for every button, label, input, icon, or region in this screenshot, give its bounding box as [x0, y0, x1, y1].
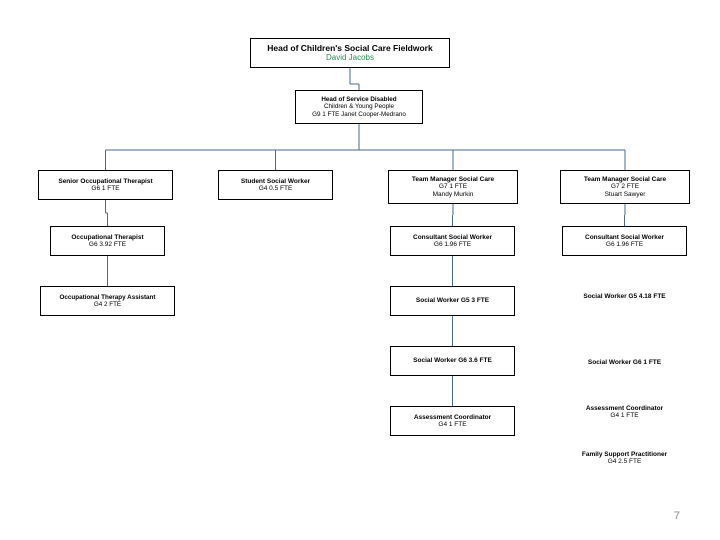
node-line: G4 1 FTE	[438, 421, 466, 428]
node-title: Social Worker G6 1 FTE	[588, 359, 661, 366]
node-line: Mandy Murkin	[433, 191, 474, 198]
node-line: G4 1 FTE	[610, 412, 638, 419]
node-c1a: Occupational TherapistG6 3.92 FTE	[50, 226, 165, 256]
node-c3b: Social Worker G5 3 FTE	[390, 286, 515, 316]
page-number: 7	[674, 510, 680, 522]
node-title: Consultant Social Worker	[413, 234, 492, 241]
node-title: Social Worker G5 4.18 FTE	[583, 293, 665, 300]
node-head: Head of Children's Social Care Fieldwork…	[250, 38, 450, 68]
node-line: G7 2 FTE	[611, 183, 639, 190]
node-c4: Team Manager Social CareG7 2 FTEStuart S…	[560, 170, 690, 204]
node-line: G6 1 FTE	[91, 185, 119, 192]
node-c1: Senior Occupational TherapistG6 1 FTE	[38, 170, 173, 200]
node-c2: Student Social WorkerG4 0.5 FTE	[218, 170, 333, 200]
node-title: Senior Occupational Therapist	[58, 178, 152, 185]
node-c3: Team Manager Social CareG7 1 FTEMandy Mu…	[388, 170, 518, 204]
node-line: Children & Young People	[324, 103, 394, 110]
node-line: G6 1.96 FTE	[434, 241, 471, 248]
node-c4b: Social Worker G5 4.18 FTE	[562, 286, 687, 308]
node-title: Occupational Therapist	[71, 234, 143, 241]
node-c1b: Occupational Therapy AssistantG4 2 FTE	[40, 286, 175, 316]
node-c4d: Assessment CoordinatorG4 1 FTE	[562, 398, 687, 426]
node-title: Student Social Worker	[241, 178, 310, 185]
node-c4a: Consultant Social WorkerG6 1.96 FTE	[562, 226, 687, 256]
node-title: Team Manager Social Care	[412, 176, 494, 183]
node-line: G6 3.92 FTE	[89, 241, 126, 248]
node-headsvc: Head of Service DisabledChildren & Young…	[295, 90, 423, 124]
node-title: Team Manager Social Care	[584, 176, 666, 183]
node-title: Assessment Coordinator	[586, 405, 663, 412]
node-line: G4 2 FTE	[94, 301, 121, 308]
node-line: Stuart Sawyer	[605, 191, 646, 198]
node-c3a: Consultant Social WorkerG6 1.96 FTE	[390, 226, 515, 256]
node-c4c: Social Worker G6 1 FTE	[562, 352, 687, 374]
node-subtitle: David Jacobs	[326, 53, 374, 62]
node-c4e: Family Support PractitionerG4 2.5 FTE	[562, 444, 687, 472]
node-line: G7 1 FTE	[439, 183, 467, 190]
node-title: Consultant Social Worker	[585, 234, 664, 241]
node-title: Family Support Practitioner	[582, 451, 667, 458]
node-title: Occupational Therapy Assistant	[60, 294, 156, 301]
node-c3c: Social Worker G6 3.6 FTE	[390, 346, 515, 376]
node-line: G9 1 FTE Janet Cooper-Medrano	[312, 111, 406, 118]
node-line: G6 1.96 FTE	[606, 241, 643, 248]
node-title: Head of Children's Social Care Fieldwork	[267, 44, 432, 54]
node-title: Social Worker G6 3.6 FTE	[413, 357, 492, 364]
node-title: Head of Service Disabled	[321, 96, 396, 103]
node-line: G4 0.5 FTE	[259, 185, 293, 192]
node-c3d: Assessment CoordinatorG4 1 FTE	[390, 406, 515, 436]
node-line: G4 2.5 FTE	[608, 458, 642, 465]
node-title: Assessment Coordinator	[414, 414, 491, 421]
node-title: Social Worker G5 3 FTE	[416, 297, 489, 304]
